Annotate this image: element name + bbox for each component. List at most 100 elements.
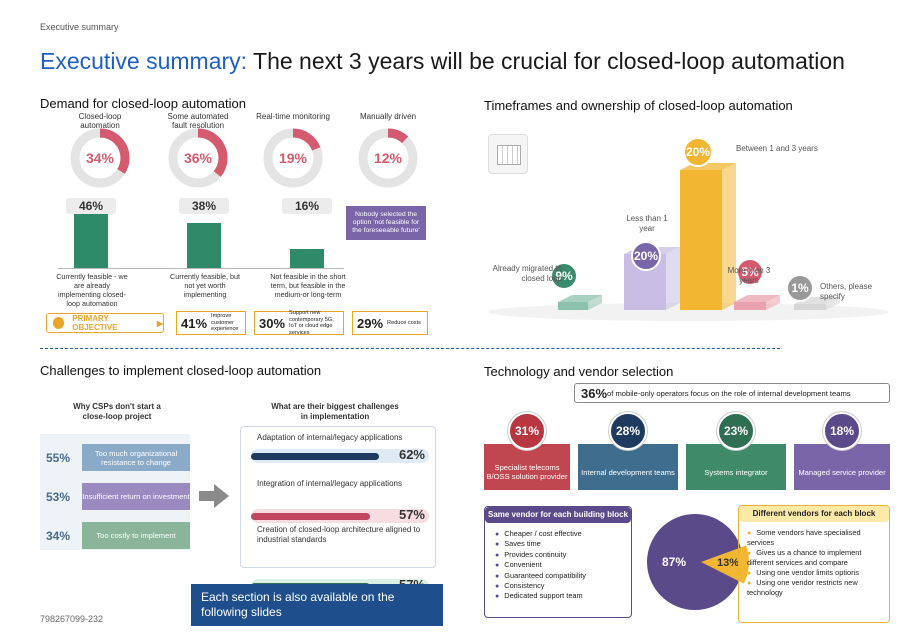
- different-vendor-reason: Gives us a chance to implement different…: [747, 548, 885, 568]
- why-panel: 55% Too much organizational resistance to…: [40, 434, 190, 550]
- page-title: Executive summary: The next 3 years will…: [40, 48, 845, 75]
- timeframe-pct: 1%: [791, 281, 809, 295]
- timeframe-marker: [683, 137, 713, 167]
- bar-baseline: [58, 268, 344, 269]
- breadcrumb: Executive summary: [40, 22, 119, 32]
- challenge-bar: 57%: [251, 507, 429, 523]
- different-vendor-reason: Using one vendor restricts new technolog…: [747, 578, 885, 598]
- challenge-title: Creation of closed-loop architecture ali…: [257, 525, 421, 544]
- bar-pct: 16%: [282, 198, 332, 214]
- gauge-label: Manually driven: [359, 112, 417, 121]
- timeframe-marker: [550, 262, 578, 290]
- gauge-pct: 19%: [279, 150, 308, 166]
- gauge: Some automated fault resolution 36%: [160, 112, 236, 194]
- gauge-pct: 36%: [184, 150, 213, 166]
- objective-pct: 29%: [357, 315, 384, 331]
- bar-pct: 46%: [66, 198, 116, 214]
- gauge-ring: 34%: [70, 128, 130, 188]
- different-vendor-reason: Some vendors have specialised services: [747, 528, 885, 548]
- challenge-bar-fill: [251, 512, 371, 520]
- bar-caption: Not feasible in the short term, but feas…: [270, 272, 346, 299]
- why-reason: Insufficient return on investment: [82, 483, 190, 510]
- why-pct: 55%: [46, 450, 71, 465]
- challenge-pct: 57%: [398, 507, 425, 522]
- same-vendor-reason: Convenient: [495, 560, 631, 570]
- bar-caption: Currently feasible, but not yet worth im…: [170, 272, 240, 299]
- why-row: 55% Too much organizational resistance to…: [40, 444, 190, 471]
- objective-text: Support new contemporary 5G, IoT or clou…: [289, 310, 334, 336]
- primary-objective-badge: PRIMARY OBJECTIVE ▶: [46, 313, 164, 333]
- bar-caption: Currently feasible - we are already impl…: [56, 272, 128, 308]
- objective-text: Reduce costs: [387, 319, 421, 326]
- timeframes-chart: 9% 20% 20% 5% 1%: [489, 137, 889, 321]
- primary-objective-label: PRIMARY OBJECTIVE: [72, 314, 118, 332]
- pie-label-same: 87%: [662, 555, 686, 569]
- gauge: Real-time monitoring 19%: [255, 112, 331, 194]
- timeframe-marker: [786, 274, 814, 302]
- same-vendor-reason: Dedicated support team: [495, 591, 631, 601]
- different-vendor-reason: Using one vendor limits options: [747, 568, 885, 578]
- why-reason: Too costly to implement: [82, 522, 190, 549]
- same-vendor-list: Cheaper / cost effectiveSaves timeProvid…: [485, 523, 631, 602]
- gauge-pct: 12%: [374, 150, 403, 166]
- objective-item: 29% Reduce costs: [352, 311, 428, 335]
- vendor-box: Systems integrator: [686, 444, 786, 490]
- timeframe-pct: 20%: [686, 145, 710, 159]
- bar: [74, 214, 108, 268]
- vendor-pct: 28%: [609, 412, 647, 450]
- timeframe-label: Already migrated to closed loop: [492, 264, 562, 283]
- why-reason: Too much organizational resistance to ch…: [82, 444, 190, 471]
- same-vendor-reason: Guaranteed compatibility: [495, 571, 631, 581]
- different-vendors-list: Some vendors have specialised servicesGi…: [739, 522, 889, 598]
- gauge-pct: 34%: [86, 150, 115, 166]
- gauge: Manually driven 12%: [350, 112, 426, 194]
- why-heading: Why CSPs don't start a close-loop projec…: [73, 402, 161, 421]
- challenges-section-title: Challenges to implement closed-loop auto…: [40, 363, 322, 378]
- vendor-box: Specialist telecoms B/OSS solution provi…: [484, 444, 570, 490]
- same-vendor-panel: Same vendor for each building block Chea…: [484, 506, 632, 618]
- same-vendor-heading: Same vendor for each building block: [485, 507, 631, 523]
- info-banner: Each section is also available on the fo…: [191, 584, 443, 626]
- section-divider: [40, 348, 780, 349]
- target-icon: [53, 317, 65, 329]
- vendor-pct: 23%: [717, 412, 755, 450]
- document-id: 798267099-232: [40, 614, 104, 624]
- gauge-ring: 19%: [263, 128, 323, 188]
- gauge-label: Real-time monitoring: [256, 112, 330, 121]
- gauge-ring: 12%: [358, 128, 418, 188]
- timeframe-pct: 5%: [741, 265, 759, 279]
- pie-label-different: 13%: [717, 557, 739, 569]
- tech-section-title: Technology and vendor selection: [484, 364, 674, 379]
- challenge-bar-fill: [251, 452, 380, 460]
- timeframe-pct: 20%: [634, 249, 658, 263]
- same-vendor-reason: Saves time: [495, 539, 631, 549]
- gauge: Closed-loop automation 34%: [62, 112, 138, 194]
- arrow-right-icon: [199, 484, 229, 513]
- demand-note: Nobody selected the option 'not feasible…: [346, 206, 426, 240]
- objective-item: 30% Support new contemporary 5G, IoT or …: [254, 310, 344, 336]
- different-vendors-panel: Different vendors for each block Some ve…: [738, 505, 890, 623]
- gauge-label: Closed-loop automation: [78, 112, 122, 130]
- bar-pct: 38%: [179, 198, 229, 214]
- vendor-pct: 18%: [823, 412, 861, 450]
- objective-item: 41% Improve customer experience: [176, 311, 246, 335]
- objective-pct: 41%: [181, 315, 208, 331]
- gauge-ring: 36%: [168, 128, 228, 188]
- why-pct: 53%: [46, 489, 71, 504]
- timeframe-marker: [631, 241, 661, 271]
- different-vendors-heading: Different vendors for each block: [739, 506, 889, 522]
- vendor-pie-chart: 87% 13%: [647, 514, 749, 610]
- bar: [290, 249, 324, 268]
- challenge-pct: 62%: [398, 447, 425, 462]
- page-title-highlight: Executive summary:: [40, 48, 248, 74]
- callout-text: of mobile-only operators focus on the ro…: [607, 388, 851, 398]
- timeframe-label: Less than 1 year: [626, 214, 668, 233]
- same-vendor-reason: Consistency: [495, 581, 631, 591]
- vendor-pct: 31%: [508, 412, 546, 450]
- objective-text: Improve customer experience: [211, 313, 239, 333]
- challenge-title: Adaptation of internal/legacy applicatio…: [257, 433, 403, 442]
- why-pct: 34%: [46, 528, 71, 543]
- page-title-rest: The next 3 years will be crucial for clo…: [247, 48, 845, 74]
- pie-slice-different: [701, 545, 749, 584]
- same-vendor-reason: Cheaper / cost effective: [495, 529, 631, 539]
